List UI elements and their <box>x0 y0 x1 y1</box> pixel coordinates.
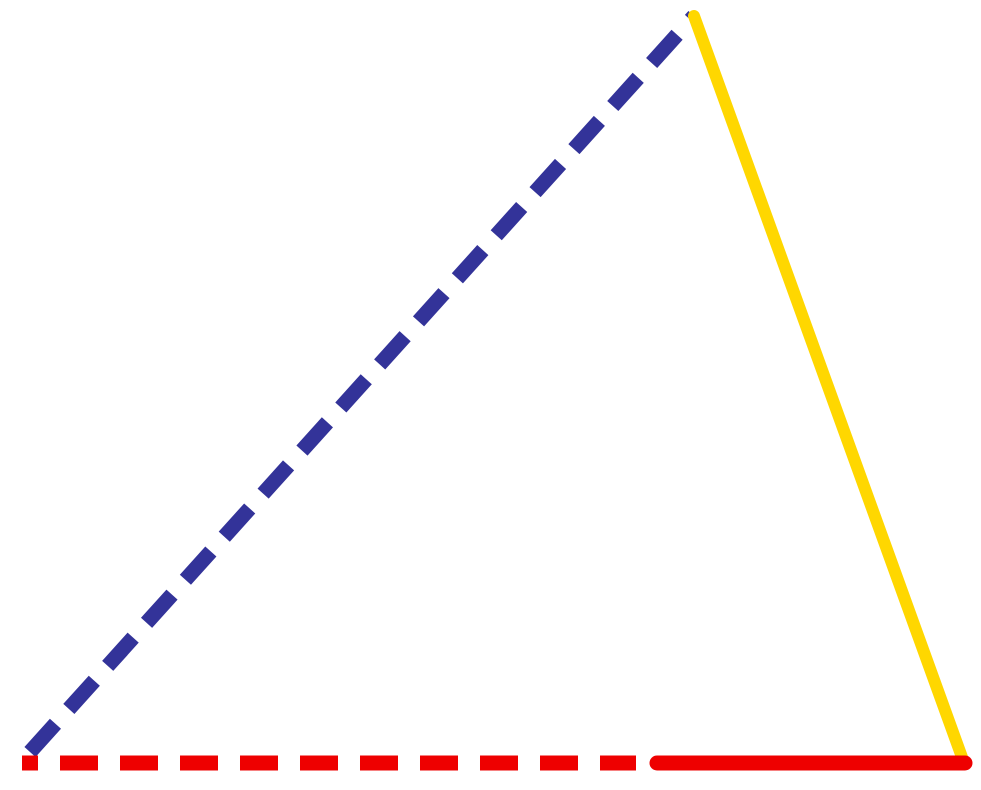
yellow-edge <box>688 10 969 766</box>
blue-dashed-edge <box>24 10 700 758</box>
